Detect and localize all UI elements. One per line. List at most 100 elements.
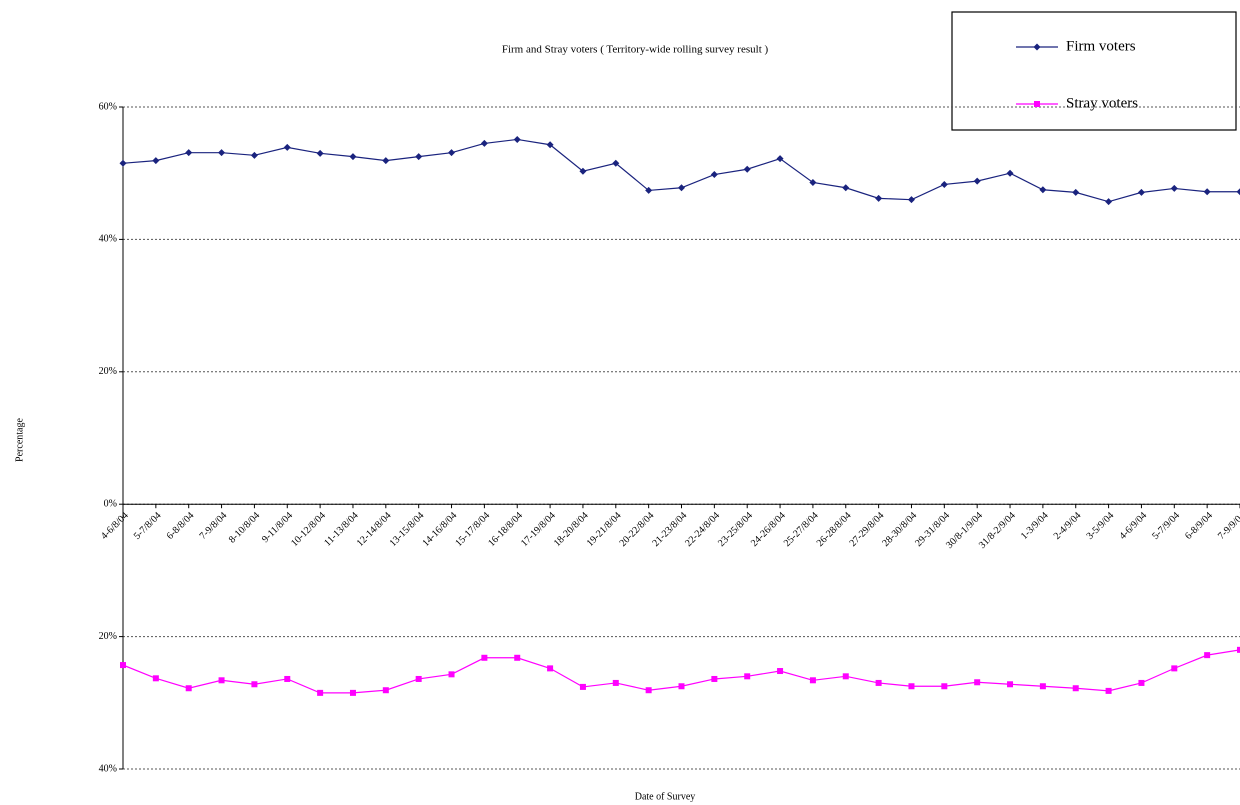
data-point bbox=[382, 157, 390, 165]
data-point bbox=[514, 654, 521, 661]
data-point bbox=[317, 689, 324, 696]
data-point bbox=[513, 135, 521, 143]
x-tick-label: 24-26/8/04 bbox=[749, 510, 788, 549]
data-point bbox=[119, 159, 127, 167]
data-point bbox=[480, 139, 488, 147]
legend-label: Stray voters bbox=[1066, 95, 1138, 111]
data-point bbox=[251, 681, 258, 688]
data-point bbox=[1039, 186, 1047, 194]
data-point bbox=[415, 675, 422, 682]
data-point bbox=[1137, 188, 1145, 196]
data-point bbox=[382, 687, 389, 694]
data-point bbox=[1072, 685, 1079, 692]
data-point bbox=[1105, 687, 1112, 694]
legend-box bbox=[951, 11, 1237, 131]
x-tick-label: 5-7/8/04 bbox=[132, 510, 164, 542]
x-tick-label: 1-3/9/04 bbox=[1019, 510, 1051, 542]
data-point bbox=[875, 194, 883, 202]
x-tick-label: 28-30/8/04 bbox=[880, 510, 919, 549]
x-tick-label: 6-8/8/04 bbox=[165, 510, 197, 542]
data-point bbox=[284, 675, 291, 682]
x-tick-label: 17-19/8/04 bbox=[519, 510, 558, 549]
data-point bbox=[743, 165, 751, 173]
x-tick-label: 26-28/8/04 bbox=[815, 510, 854, 549]
data-point bbox=[546, 141, 554, 149]
data-point bbox=[710, 171, 718, 179]
x-tick-label: 15-17/8/04 bbox=[453, 510, 492, 549]
data-point bbox=[250, 151, 258, 159]
data-point bbox=[579, 167, 587, 175]
x-tick-label: 6-8/9/04 bbox=[1183, 510, 1215, 542]
y-tick-label: 60% bbox=[99, 101, 117, 112]
data-point bbox=[448, 149, 456, 157]
data-point bbox=[941, 683, 948, 690]
x-tick-label: 22-24/8/04 bbox=[683, 510, 722, 549]
data-point bbox=[1203, 188, 1211, 196]
data-point bbox=[1170, 184, 1178, 192]
data-point bbox=[907, 196, 915, 204]
data-point bbox=[185, 149, 193, 157]
x-tick-label: 20-22/8/04 bbox=[618, 510, 657, 549]
data-point bbox=[678, 184, 685, 192]
y-tick-label: 20% bbox=[99, 631, 117, 642]
x-tick-label: 12-14/8/04 bbox=[355, 510, 394, 549]
data-point bbox=[1007, 681, 1014, 688]
data-point bbox=[1039, 683, 1046, 690]
data-point bbox=[908, 683, 915, 690]
x-tick-label: 2-4/9/04 bbox=[1052, 510, 1084, 542]
x-tick-label: 4-6/8/04 bbox=[99, 510, 131, 542]
data-point bbox=[349, 153, 357, 161]
y-tick-label: 0% bbox=[104, 498, 117, 509]
y-axis-label: Percentage bbox=[14, 418, 25, 462]
x-tick-label: 13-15/8/04 bbox=[388, 510, 427, 549]
data-point bbox=[481, 654, 488, 661]
legend-marker bbox=[1034, 101, 1040, 107]
x-tick-label: 23-25/8/04 bbox=[716, 510, 755, 549]
x-tick-label: 19-21/8/04 bbox=[585, 510, 624, 549]
y-tick-label: 40% bbox=[99, 763, 117, 774]
data-point bbox=[152, 675, 159, 682]
x-tick-label: 8-10/8/04 bbox=[227, 510, 262, 545]
data-point bbox=[842, 184, 850, 192]
data-point bbox=[218, 677, 225, 684]
data-point bbox=[218, 149, 226, 157]
x-tick-label: 4-6/9/04 bbox=[1117, 510, 1149, 542]
y-tick-label: 40% bbox=[99, 234, 117, 245]
x-tick-label: 10-12/8/04 bbox=[289, 510, 328, 549]
x-tick-label: 21-23/8/04 bbox=[650, 510, 689, 549]
x-tick-label: 11-13/8/04 bbox=[322, 510, 361, 549]
data-point bbox=[448, 671, 455, 678]
x-tick-label: 7-9/9/04 bbox=[1216, 510, 1240, 542]
data-point bbox=[1072, 188, 1080, 196]
data-point bbox=[678, 683, 685, 690]
legend-marker bbox=[1033, 43, 1041, 51]
data-point bbox=[1204, 652, 1211, 659]
data-point bbox=[316, 149, 324, 157]
legend-label: Firm voters bbox=[1066, 38, 1136, 54]
data-point bbox=[283, 143, 291, 151]
data-point bbox=[776, 155, 784, 163]
data-point bbox=[744, 673, 751, 680]
x-tick-label: 25-27/8/04 bbox=[782, 510, 821, 549]
data-point bbox=[1237, 646, 1240, 653]
chart-title: Firm and Stray voters ( Territory-wide r… bbox=[502, 44, 769, 56]
data-point bbox=[645, 687, 652, 694]
data-point bbox=[940, 180, 948, 188]
data-point bbox=[974, 679, 981, 686]
data-point bbox=[1138, 679, 1145, 686]
data-point bbox=[1105, 198, 1113, 206]
data-point bbox=[120, 662, 126, 669]
data-point bbox=[547, 665, 554, 672]
data-point bbox=[1236, 188, 1240, 196]
data-point bbox=[152, 157, 160, 165]
data-point bbox=[809, 677, 816, 684]
x-tick-label: 7-9/8/04 bbox=[198, 510, 230, 542]
data-point bbox=[777, 668, 784, 675]
data-point bbox=[1171, 665, 1178, 672]
data-point bbox=[612, 679, 619, 686]
x-axis-label: Date of Survey bbox=[635, 791, 696, 802]
data-point bbox=[185, 685, 192, 692]
x-tick-label: 14-16/8/04 bbox=[420, 510, 459, 549]
data-point bbox=[612, 159, 620, 167]
